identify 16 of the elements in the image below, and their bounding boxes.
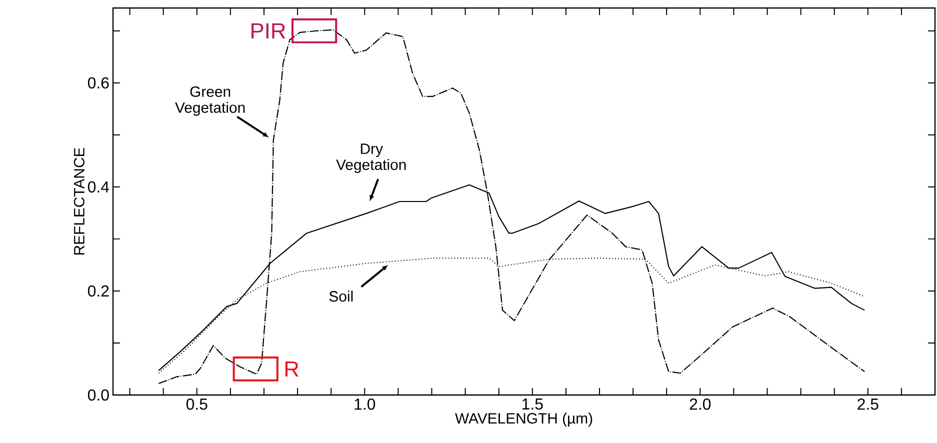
series-label: Dry Vegetation xyxy=(336,144,406,173)
x-tick-label: 2.0 xyxy=(690,398,711,410)
annotation: R xyxy=(285,361,298,377)
y-axis-title: REFLECTANCE xyxy=(74,148,84,255)
y-tick-label: 0.6 xyxy=(88,77,109,89)
y-tick-label: 0.0 xyxy=(88,389,109,401)
y-tick-label: 0.2 xyxy=(88,285,109,297)
text: Green Vegetation xyxy=(175,86,245,116)
x-tick-label: 1.0 xyxy=(354,398,376,410)
y-tick-label: 0.4 xyxy=(88,181,110,193)
series-label: Soil xyxy=(329,290,353,302)
x-axis-title: WAVELENGTH (µm) xyxy=(455,412,592,427)
annotation: PIR xyxy=(252,23,286,38)
x-tick-label: 2.5 xyxy=(858,398,878,410)
x-tick-label: 0.5 xyxy=(186,398,208,410)
x-tick-label: 1.5 xyxy=(522,398,543,410)
